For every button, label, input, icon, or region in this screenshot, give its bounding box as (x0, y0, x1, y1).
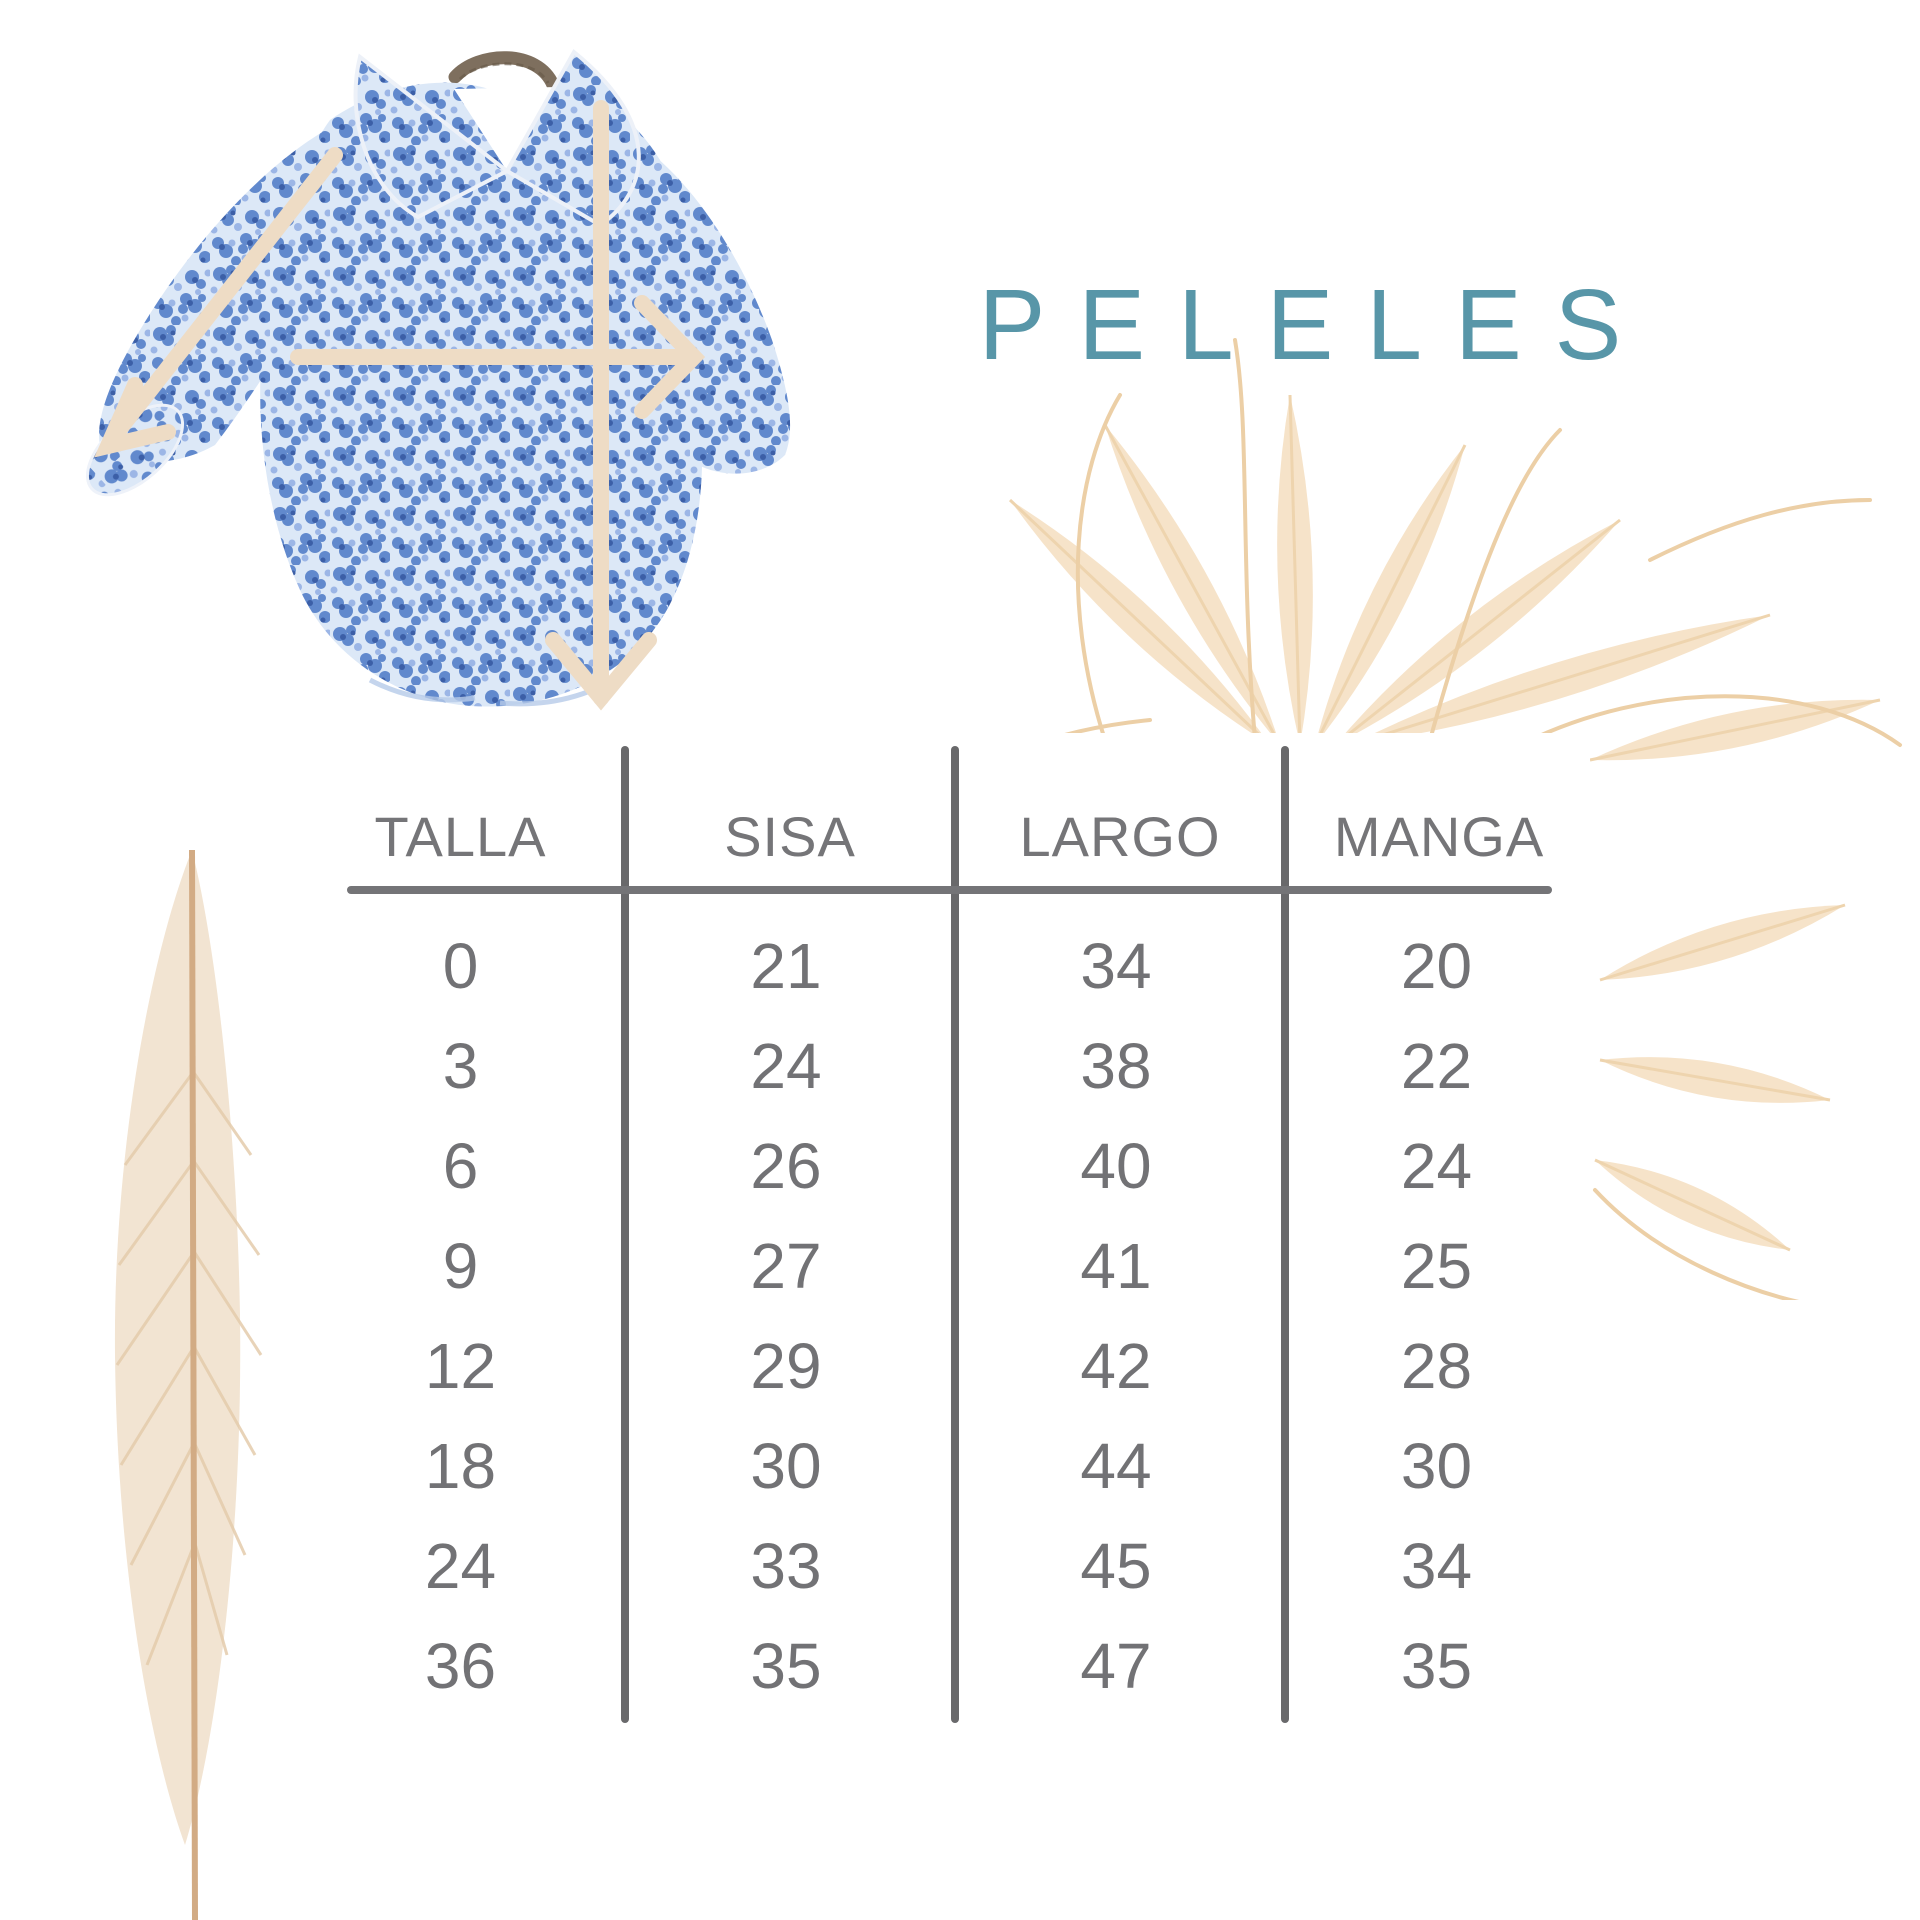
table-cell: 44 (1080, 1430, 1152, 1502)
sleeve-measure-arrow-icon (94, 147, 343, 458)
table-cell: 42 (1080, 1330, 1152, 1402)
table-cell: 28 (1400, 1330, 1473, 1402)
table-cell: 30 (750, 1430, 822, 1502)
table-cell: 24 (424, 1530, 497, 1602)
table-cell: 12 (424, 1330, 497, 1402)
table-cell: 38 (1080, 1030, 1152, 1102)
table-cell: 35 (1400, 1630, 1473, 1702)
column-header-manga: MANGA (1333, 805, 1545, 868)
table-cell: 18 (424, 1430, 497, 1502)
pampas-feather-icon (114, 849, 263, 1920)
table-cell: 34 (1400, 1530, 1473, 1602)
table-cell: 22 (1400, 1030, 1473, 1102)
table-cell: 3 (442, 1030, 479, 1102)
table-cell: 25 (1400, 1230, 1473, 1302)
table-cell: 35 (750, 1630, 822, 1702)
table-cell: 24 (750, 1030, 822, 1102)
table-cell: 30 (1400, 1430, 1473, 1502)
table-cell: 29 (750, 1330, 822, 1402)
table-cell: 47 (1080, 1630, 1152, 1702)
table-cell: 26 (750, 1130, 822, 1202)
floral-romper-illustration (85, 48, 791, 711)
chest-measure-arrow-icon (290, 295, 706, 419)
pampas-grass-icon (938, 338, 1902, 1300)
table-background-panel (295, 733, 1590, 1788)
table-column-divider (621, 746, 629, 1723)
table-cell: 41 (1080, 1230, 1152, 1302)
table-cell: 36 (424, 1630, 497, 1702)
table-cell: 0 (442, 930, 479, 1002)
table-cell: 40 (1080, 1130, 1152, 1202)
table-cell: 27 (750, 1230, 822, 1302)
column-header-largo: LARGO (1019, 805, 1221, 868)
twig-hanger-icon (448, 51, 560, 92)
page-title: PELELES (978, 269, 1655, 381)
table-cell: 9 (442, 1230, 479, 1302)
size-table-body: 0 21 34 20 3 24 38 22 6 26 40 24 9 27 41… (300, 916, 1592, 1716)
table-cell: 34 (1080, 930, 1152, 1002)
table-cell: 45 (1080, 1530, 1152, 1602)
table-cell: 6 (442, 1130, 479, 1202)
column-header-talla: TALLA (374, 805, 547, 868)
table-cell: 20 (1400, 930, 1473, 1002)
table-column-divider (1281, 746, 1289, 1723)
table-cell: 33 (750, 1530, 822, 1602)
table-cell: 24 (1400, 1130, 1473, 1202)
table-column-divider (951, 746, 959, 1723)
column-header-sisa: SISA (724, 805, 856, 868)
length-measure-arrow-icon (545, 100, 657, 711)
table-cell: 21 (750, 930, 822, 1002)
table-header-rule (347, 886, 1552, 894)
